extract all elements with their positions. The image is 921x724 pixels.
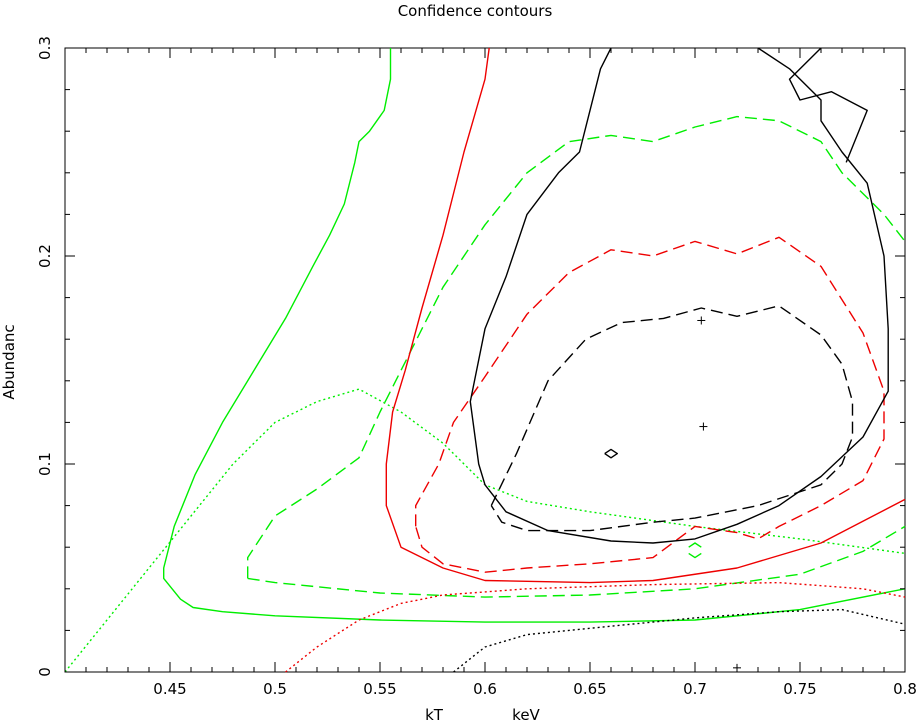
contour-green-dashed-1: [246, 115, 906, 579]
x-tick-label: 0.65: [573, 680, 606, 698]
x-axis-label: kT: [425, 706, 444, 724]
best-fit-marker-1: [699, 422, 708, 431]
y-tick-label: 0: [36, 667, 54, 677]
x-tick-label: 0.75: [783, 680, 816, 698]
x-tick-label: 0.6: [473, 680, 497, 698]
plot-frame-group: [64, 47, 906, 673]
contour-green-dashed-2: [247, 525, 906, 598]
y-tick-label: 0.2: [36, 244, 54, 268]
best-fit-marker-0: [697, 316, 706, 325]
y-axis-label: Abundanc: [0, 324, 18, 399]
x-tick-label: 0.7: [683, 680, 707, 698]
contour-green-solid-12: [688, 542, 702, 548]
contour-black-solid-8: [788, 47, 868, 163]
contour-black-solid-11: [604, 448, 618, 459]
y-tick-label: 0.3: [36, 36, 54, 60]
x-axis-unit: keV: [512, 706, 540, 724]
x-tick-label: 0.55: [363, 680, 396, 698]
contour-green-solid-13: [688, 552, 702, 559]
x-tick-label: 0.8: [893, 680, 917, 698]
x-tick-label: 0.5: [263, 680, 287, 698]
contour-red-solid-4: [385, 47, 906, 584]
series-group: [64, 47, 906, 673]
contour-black-solid-7: [469, 47, 889, 544]
contour-black-dashed-9: [490, 305, 854, 532]
chart-title: Confidence contours: [398, 2, 553, 20]
contour-red-dashed-5: [415, 236, 885, 573]
plot-frame: [64, 47, 906, 673]
contour-green-dotted-3: [64, 388, 906, 673]
x-tick-label: 0.45: [153, 680, 186, 698]
contour-black-dotted-10: [453, 608, 906, 673]
y-tick-label: 0.1: [36, 452, 54, 476]
tick-group: 0.45 0.5 0.55 0.6 0.65 0.7 0.75 0.8 0 0.1 0.2 0.3: [36, 36, 917, 698]
contour-red-dotted-6: [285, 581, 906, 673]
contour-green-solid-0: [162, 48, 906, 623]
